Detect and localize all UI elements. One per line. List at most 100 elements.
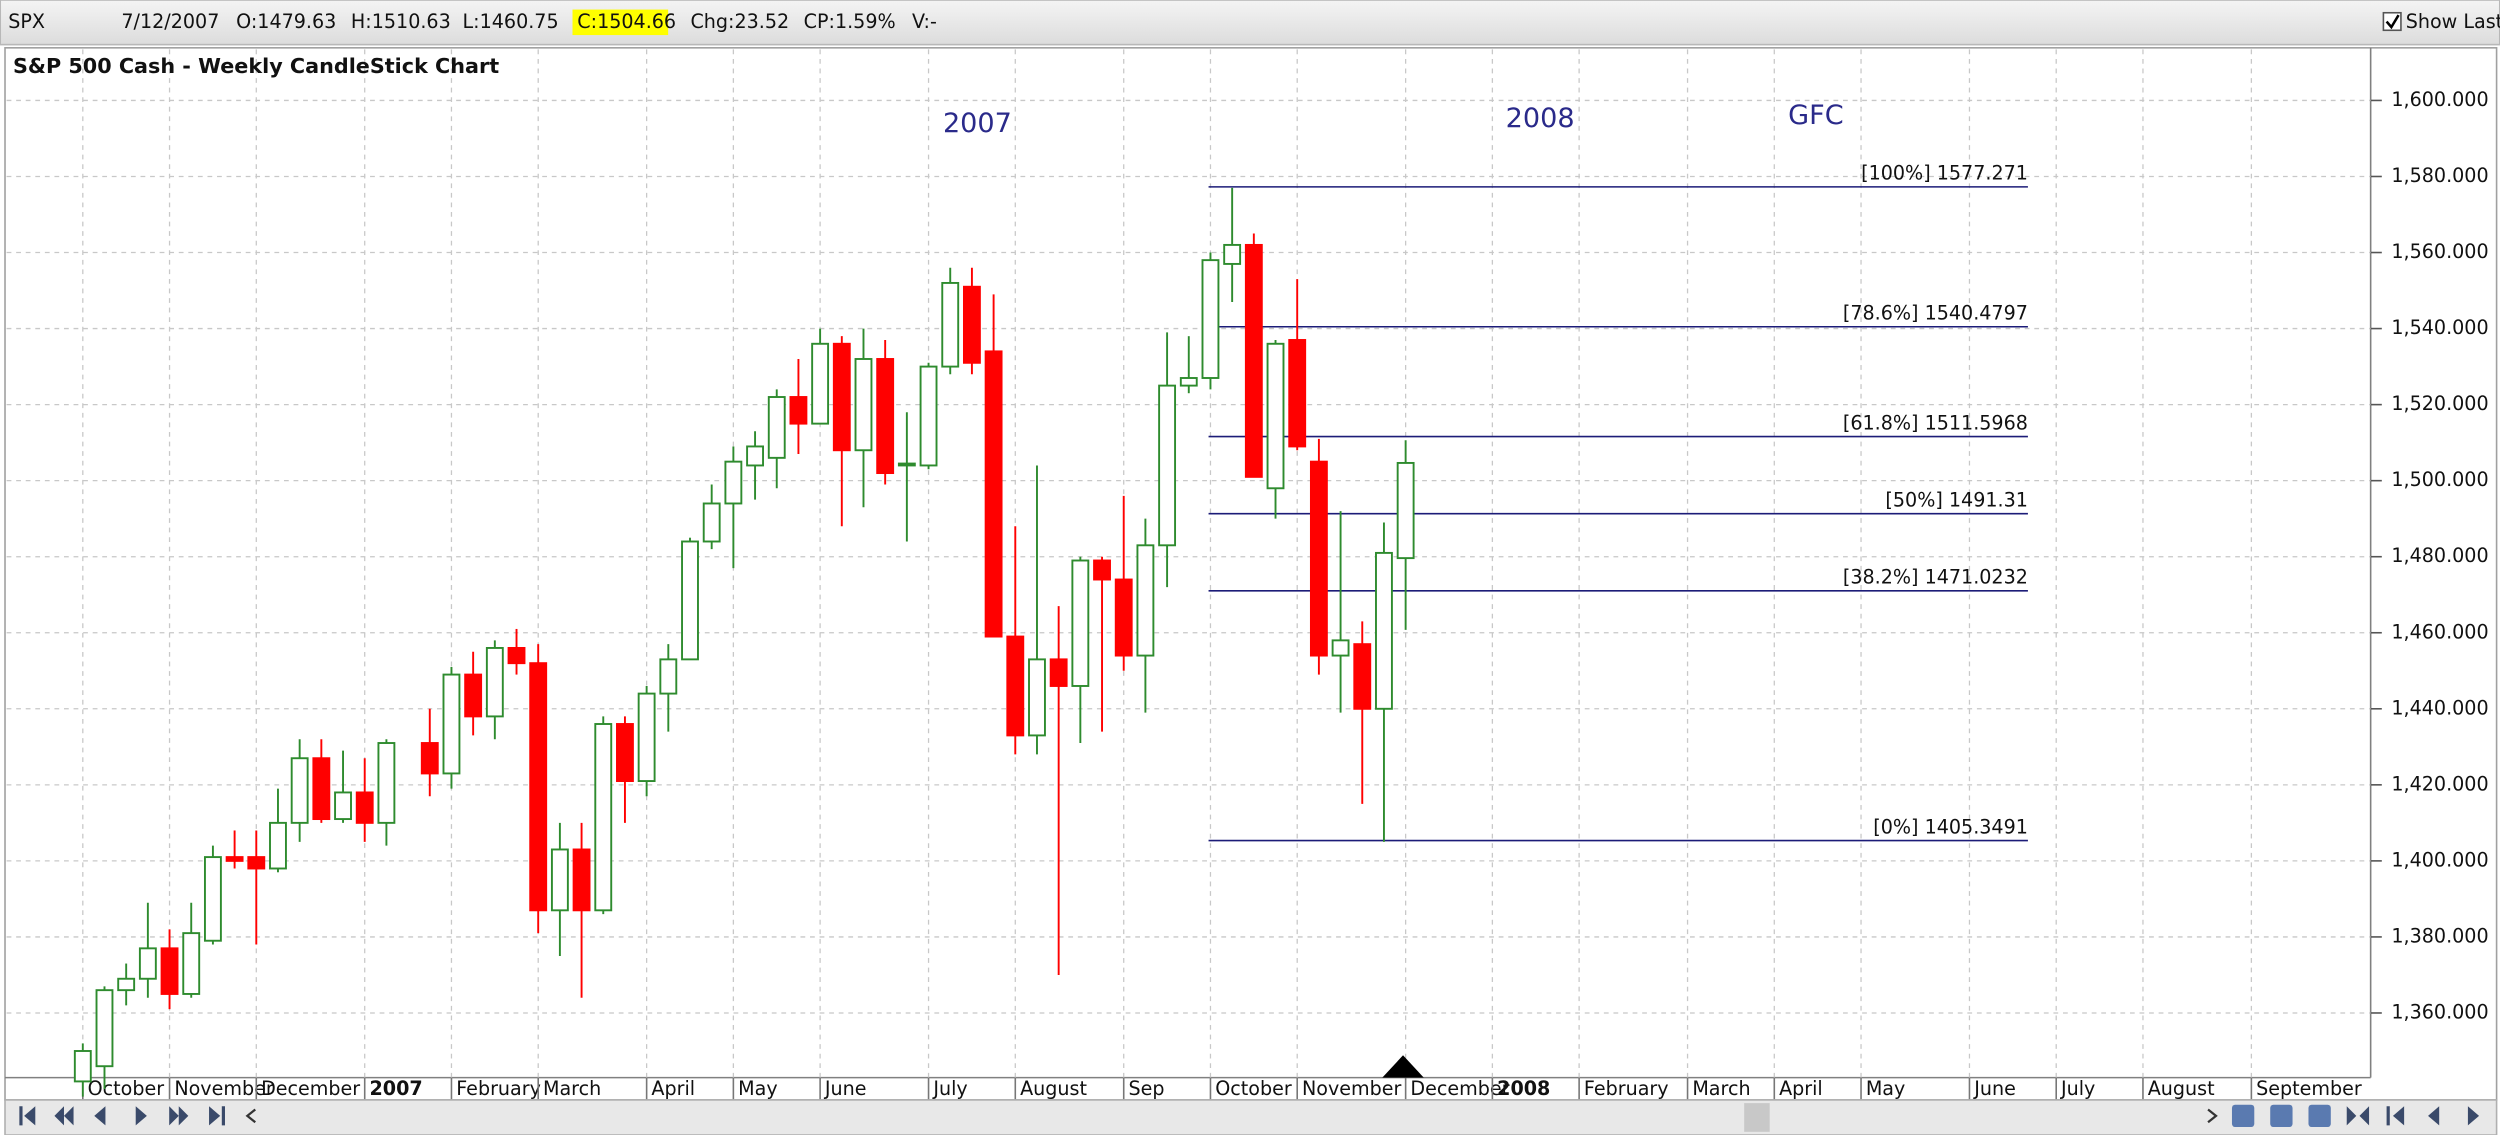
x-tick-label: July — [2060, 1077, 2095, 1100]
candle-body — [1114, 578, 1133, 657]
zoom-button[interactable] — [2231, 1104, 2255, 1128]
x-tick-label: July — [932, 1077, 967, 1100]
x-tick-label: March — [543, 1077, 601, 1100]
candle-body — [529, 662, 548, 912]
x-tick-label: February — [456, 1077, 541, 1100]
nav-page-back[interactable] — [54, 1106, 74, 1126]
candle-body — [897, 462, 916, 467]
y-tick-label: 1,520.000 — [2391, 392, 2488, 415]
y-tick-label: 1,360.000 — [2391, 1000, 2488, 1023]
high-readout: H:1510.63 — [351, 10, 451, 33]
candle-body — [1201, 259, 1220, 379]
candle-body — [1093, 559, 1111, 581]
candle-body — [941, 281, 960, 368]
candle-body — [550, 848, 569, 912]
y-tick-label: 1,380.000 — [2391, 924, 2488, 947]
scroll-thumb[interactable] — [1744, 1103, 1770, 1132]
annotation: 2008 — [1506, 103, 1575, 134]
candle-body — [984, 350, 1003, 638]
candle-body — [464, 673, 483, 718]
x-tick-label: June — [824, 1077, 867, 1100]
grid: 1,360.000 1,380.000 1,400.000 1,420.000 1,44… — [6, 49, 2489, 1100]
candle-body — [1396, 461, 1415, 560]
x-tick-label: April — [1779, 1077, 1823, 1100]
nav-last[interactable] — [209, 1106, 225, 1126]
candle-body — [225, 856, 244, 862]
nav-back[interactable] — [94, 1106, 106, 1126]
candle-body — [594, 723, 613, 912]
nav-expand[interactable] — [2346, 1106, 2370, 1126]
nav-left[interactable] — [2428, 1106, 2440, 1126]
candle-body — [637, 692, 656, 782]
candle-body — [269, 821, 287, 870]
candle-body — [377, 742, 396, 824]
x-tick-label: November — [1302, 1077, 1402, 1100]
candle-body — [95, 989, 114, 1068]
candle-body — [355, 791, 374, 824]
candle-body — [485, 647, 504, 718]
candle-body — [138, 947, 157, 980]
candle-body — [73, 1050, 92, 1083]
x-tick-label: August — [1020, 1077, 1087, 1100]
y-tick-label: 1,420.000 — [2391, 772, 2488, 795]
chart-frame — [4, 47, 2498, 1101]
candle-body — [334, 791, 352, 821]
candle-body — [1288, 339, 1307, 448]
show-last-label[interactable]: Show Last — [2406, 10, 2500, 33]
symbol: SPX — [8, 10, 45, 33]
x-tick-label: February — [1584, 1077, 1669, 1100]
nav-right[interactable] — [2467, 1106, 2480, 1126]
zoom-button[interactable] — [2308, 1104, 2331, 1128]
candle-body — [572, 848, 591, 912]
x-tick-label: November — [174, 1077, 274, 1100]
candle-body — [1375, 551, 1393, 710]
fib-level-label: [78.6%] 1540.4797 — [1843, 301, 2028, 324]
nav-start[interactable] — [2386, 1106, 2405, 1126]
y-tick-label: 1,440.000 — [2391, 696, 2488, 719]
candle-body — [811, 342, 830, 425]
plot: [100%] 1577.271 [78.6%] 1540.4797 [61.8%] … — [73, 162, 2028, 1097]
y-tick-label: 1,460.000 — [2391, 620, 2488, 643]
candle-body — [1071, 559, 1090, 687]
candle-body — [203, 856, 222, 942]
candle-body — [1049, 658, 1068, 687]
x-tick-label: Sep — [1129, 1077, 1165, 1100]
annotation: GFC — [1788, 100, 1843, 131]
x-tick-label: August — [2148, 1077, 2215, 1100]
candle-body — [507, 647, 526, 665]
x-tick-label: May — [738, 1077, 778, 1100]
nav-forward[interactable] — [135, 1106, 147, 1126]
header-bar — [0, 0, 2500, 46]
scroll-right[interactable] — [2207, 1108, 2218, 1124]
candle-body — [616, 723, 634, 782]
date: 7/12/2007 — [121, 10, 219, 33]
candle-body — [1266, 342, 1285, 490]
candle-body — [659, 658, 678, 695]
candle-body — [1028, 658, 1046, 737]
candle-body — [746, 445, 764, 467]
x-tick-label: December — [261, 1077, 360, 1100]
x-tick-label: December — [1410, 1077, 1509, 1100]
nav-first[interactable] — [19, 1106, 36, 1126]
candle-body — [1179, 377, 1198, 387]
candle-body — [1006, 635, 1025, 737]
zoom-button[interactable] — [2270, 1104, 2293, 1128]
x-tick-label: March — [1692, 1077, 1750, 1100]
candle-body — [420, 742, 439, 775]
candle-body — [1353, 643, 1372, 710]
navigation-bar — [4, 1099, 2498, 1135]
x-tick-label: September — [2256, 1077, 2362, 1100]
x-tick-label: April — [651, 1077, 695, 1100]
current-bar-marker — [1382, 1055, 1424, 1078]
annotation: 2007 — [943, 108, 1012, 139]
candle-body — [854, 358, 873, 452]
fib-level-label: [100%] 1577.271 — [1861, 162, 2028, 185]
open-readout: O:1479.63 — [236, 10, 336, 33]
y-tick-label: 1,600.000 — [2391, 88, 2488, 111]
candle-body — [724, 460, 743, 505]
volume-readout: V:- — [912, 10, 937, 33]
candle-body — [247, 856, 266, 870]
scroll-left[interactable] — [245, 1108, 256, 1124]
change-percent-readout: CP:1.59% — [804, 10, 896, 33]
